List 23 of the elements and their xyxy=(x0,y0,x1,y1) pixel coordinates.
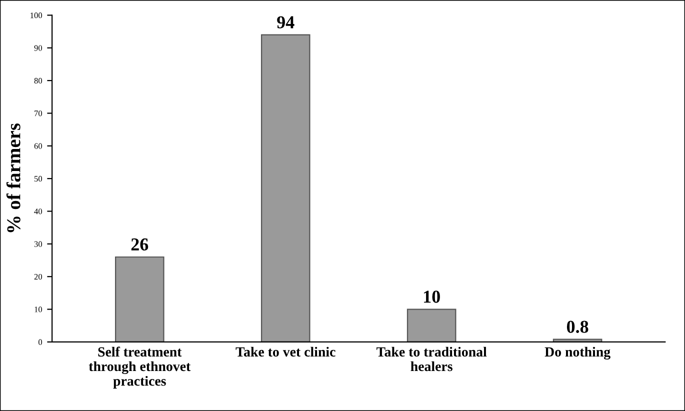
x-tick-label: Take to traditional healers xyxy=(376,346,487,372)
bar xyxy=(115,256,164,342)
data-label: 26 xyxy=(131,238,148,251)
x-tick-label: Take to vet clinic xyxy=(236,346,336,357)
y-tick-label: 80 xyxy=(34,78,42,84)
y-tick-label: 60 xyxy=(34,143,42,149)
bar xyxy=(406,308,456,342)
y-tick-label: 90 xyxy=(34,45,42,51)
x-tick-label: Do nothing xyxy=(544,346,610,360)
bar xyxy=(260,34,310,342)
y-tick-label: 10 xyxy=(34,306,42,312)
y-tick-label: 70 xyxy=(34,110,42,116)
x-tick-label: Self treatment through ethnovet practices xyxy=(88,346,191,389)
y-tick-label: 0 xyxy=(38,339,42,345)
y-axis-title: % of farmers xyxy=(6,123,20,232)
data-label: 94 xyxy=(277,16,294,28)
y-tick-label: 40 xyxy=(34,208,42,214)
y-tick-label: 20 xyxy=(34,274,42,280)
y-tick-label: 30 xyxy=(34,241,42,247)
data-label: 10 xyxy=(424,290,440,303)
y-tick-label: 100 xyxy=(30,12,42,18)
y-tick-label: 50 xyxy=(34,176,42,182)
data-label: 0.8 xyxy=(566,320,588,333)
